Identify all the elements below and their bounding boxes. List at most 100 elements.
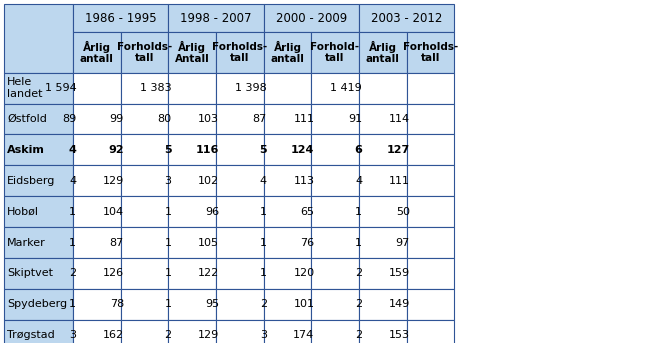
Bar bbox=[73, 73, 120, 104]
Bar bbox=[168, 134, 216, 165]
Bar bbox=[73, 320, 120, 343]
Bar bbox=[264, 73, 311, 104]
Text: 1: 1 bbox=[260, 237, 267, 248]
Bar bbox=[264, 165, 311, 196]
Text: 1: 1 bbox=[69, 299, 76, 309]
Text: Eidsberg: Eidsberg bbox=[7, 176, 56, 186]
Text: 104: 104 bbox=[103, 206, 124, 217]
Text: 103: 103 bbox=[198, 114, 219, 124]
Bar bbox=[216, 104, 264, 134]
Bar bbox=[407, 104, 454, 134]
Bar bbox=[73, 196, 120, 227]
Text: 91: 91 bbox=[348, 114, 362, 124]
Bar bbox=[407, 258, 454, 289]
Bar bbox=[216, 134, 264, 165]
Bar bbox=[407, 32, 454, 73]
Bar bbox=[311, 320, 359, 343]
Text: Trøgstad: Trøgstad bbox=[7, 330, 55, 340]
Bar bbox=[359, 104, 407, 134]
Text: 97: 97 bbox=[395, 237, 410, 248]
Text: 99: 99 bbox=[110, 114, 124, 124]
Bar bbox=[73, 104, 120, 134]
Bar bbox=[359, 134, 407, 165]
Bar bbox=[407, 196, 454, 227]
Bar bbox=[216, 196, 264, 227]
Bar bbox=[120, 320, 168, 343]
Text: Forholds-
tall: Forholds- tall bbox=[403, 42, 458, 63]
Bar bbox=[359, 4, 454, 32]
Text: 1: 1 bbox=[164, 206, 172, 217]
Bar bbox=[359, 73, 407, 104]
Bar bbox=[4, 289, 73, 320]
Bar bbox=[264, 32, 311, 73]
Text: 78: 78 bbox=[110, 299, 124, 309]
Bar bbox=[216, 165, 264, 196]
Text: 2003 - 2012: 2003 - 2012 bbox=[371, 12, 442, 25]
Text: 2: 2 bbox=[69, 268, 76, 279]
Bar bbox=[264, 227, 311, 258]
Text: 89: 89 bbox=[62, 114, 76, 124]
Bar bbox=[311, 289, 359, 320]
Bar bbox=[73, 134, 120, 165]
Bar bbox=[359, 165, 407, 196]
Text: 174: 174 bbox=[293, 330, 315, 340]
Bar bbox=[4, 258, 73, 289]
Text: 129: 129 bbox=[103, 176, 124, 186]
Bar bbox=[311, 196, 359, 227]
Text: 1 383: 1 383 bbox=[140, 83, 172, 93]
Bar bbox=[4, 104, 73, 134]
Bar bbox=[4, 320, 73, 343]
Text: 5: 5 bbox=[164, 145, 172, 155]
Text: 1: 1 bbox=[260, 268, 267, 279]
Text: 114: 114 bbox=[389, 114, 410, 124]
Text: 50: 50 bbox=[396, 206, 410, 217]
Text: Hele
landet: Hele landet bbox=[7, 78, 43, 99]
Text: 153: 153 bbox=[389, 330, 410, 340]
Text: Spydeberg: Spydeberg bbox=[7, 299, 67, 309]
Text: 4: 4 bbox=[68, 145, 76, 155]
Bar bbox=[120, 32, 168, 73]
Bar bbox=[216, 227, 264, 258]
Text: 116: 116 bbox=[196, 145, 219, 155]
Text: 3: 3 bbox=[260, 330, 267, 340]
Text: 87: 87 bbox=[253, 114, 267, 124]
Bar bbox=[120, 104, 168, 134]
Text: 162: 162 bbox=[103, 330, 124, 340]
Text: 1 419: 1 419 bbox=[330, 83, 362, 93]
Text: Forholds-
tall: Forholds- tall bbox=[117, 42, 172, 63]
Bar bbox=[407, 289, 454, 320]
Text: 4: 4 bbox=[260, 176, 267, 186]
Text: 2: 2 bbox=[260, 299, 267, 309]
Bar bbox=[168, 73, 216, 104]
Bar bbox=[407, 320, 454, 343]
Bar bbox=[407, 165, 454, 196]
Text: 1: 1 bbox=[355, 206, 362, 217]
Text: Skiptvet: Skiptvet bbox=[7, 268, 53, 279]
Bar bbox=[73, 289, 120, 320]
Bar bbox=[311, 32, 359, 73]
Bar bbox=[311, 227, 359, 258]
Text: 4: 4 bbox=[355, 176, 362, 186]
Bar bbox=[311, 104, 359, 134]
Text: 1 398: 1 398 bbox=[235, 83, 267, 93]
Text: 105: 105 bbox=[198, 237, 219, 248]
Bar bbox=[120, 134, 168, 165]
Text: 2: 2 bbox=[355, 268, 362, 279]
Bar bbox=[359, 258, 407, 289]
Text: 124: 124 bbox=[291, 145, 315, 155]
Text: 2: 2 bbox=[164, 330, 172, 340]
Bar bbox=[120, 258, 168, 289]
Bar bbox=[73, 4, 168, 32]
Text: 5: 5 bbox=[259, 145, 267, 155]
Text: Årlig
antall: Årlig antall bbox=[80, 40, 114, 64]
Bar bbox=[168, 320, 216, 343]
Bar bbox=[311, 165, 359, 196]
Bar bbox=[4, 73, 73, 104]
Text: 149: 149 bbox=[389, 299, 410, 309]
Bar bbox=[216, 32, 264, 73]
Text: 2: 2 bbox=[355, 299, 362, 309]
Bar bbox=[168, 32, 216, 73]
Text: 1: 1 bbox=[355, 237, 362, 248]
Bar bbox=[168, 289, 216, 320]
Bar bbox=[264, 196, 311, 227]
